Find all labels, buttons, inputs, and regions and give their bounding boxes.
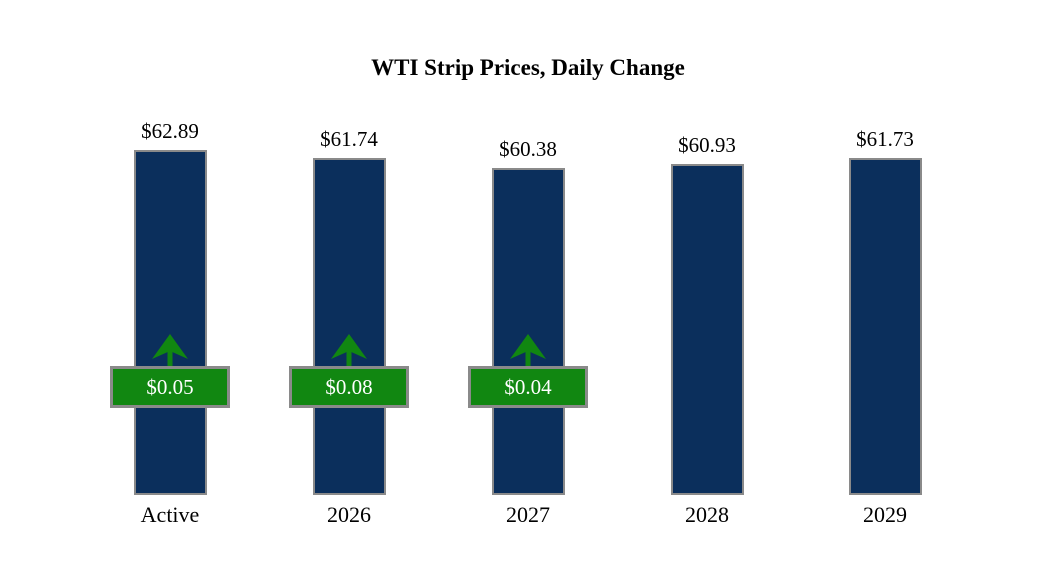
bar-value-label: $62.89: [141, 119, 199, 143]
category-label: 2029: [863, 502, 907, 527]
category-label: 2026: [327, 502, 371, 527]
chart-title: WTI Strip Prices, Daily Change: [371, 55, 685, 80]
daily-change-badge: $0.08: [289, 366, 409, 408]
up-arrow-icon: [152, 334, 188, 366]
bar-value-label: $61.73: [856, 127, 914, 151]
category-label: Active: [140, 502, 200, 527]
bar-value-label: $61.74: [320, 127, 378, 151]
category-label: 2028: [685, 502, 729, 527]
bar: [312, 158, 386, 495]
category-label: 2027: [506, 502, 550, 527]
daily-change-badge: $0.05: [110, 366, 230, 408]
daily-change-badge: $0.04: [468, 366, 588, 408]
bar-value-label: $60.38: [499, 137, 557, 161]
up-arrow-icon: [510, 334, 546, 366]
bar: [670, 164, 744, 495]
bar: [491, 168, 565, 495]
up-arrow-icon: [331, 334, 367, 366]
bar: [848, 158, 922, 495]
bar: [133, 150, 207, 495]
bar-value-label: $60.93: [678, 133, 736, 157]
